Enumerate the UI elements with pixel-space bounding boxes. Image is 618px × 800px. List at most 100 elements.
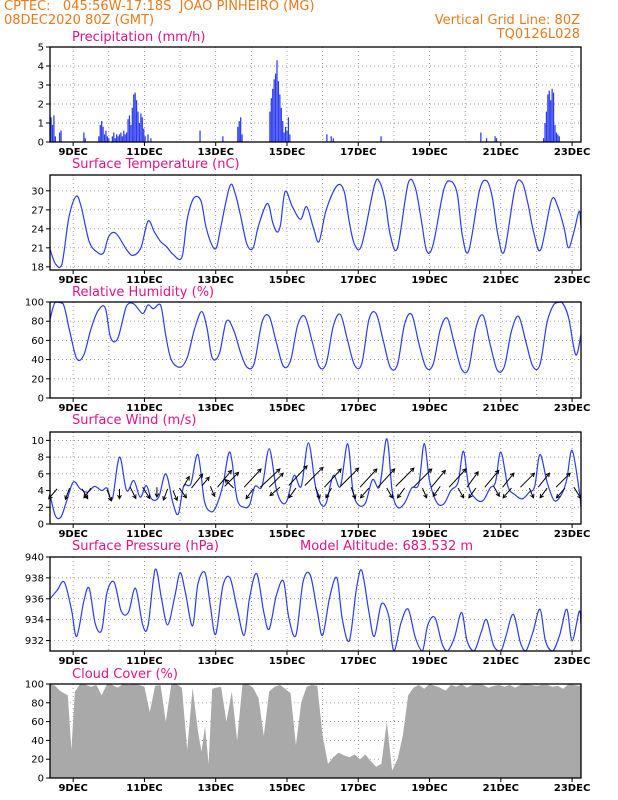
wind-arrow-head [117, 494, 122, 500]
wind-arrow [556, 487, 566, 499]
precipitation-bar [276, 60, 278, 142]
surface-wind-frame [49, 431, 582, 525]
surface-wind-xtick-label: 11DEC [126, 529, 162, 540]
cloud-cover-xtick-label: 11DEC [126, 783, 162, 794]
grid-note: Vertical Grid Line: 80Z [434, 13, 580, 28]
surface-temperature-xtick-label: 13DEC [198, 275, 234, 286]
wind-arrow-head [423, 493, 428, 499]
precipitation-xtick-label: 13DEC [198, 147, 234, 158]
precipitation-xtick-label: 15DEC [269, 147, 305, 158]
wind-arrow-head [145, 494, 151, 500]
cloud-cover-ytick-label: 40 [31, 736, 44, 747]
precipitation-bar [542, 138, 545, 142]
cloud-cover-ytick-label: 0 [38, 774, 44, 785]
cloud-cover-ytick-label: 60 [31, 717, 44, 728]
precipitation-bar [84, 138, 86, 142]
wind-arrow-head [388, 493, 393, 499]
wind-arrow-head [234, 471, 240, 477]
precipitation-bar [101, 121, 103, 142]
wind-arrow-head [325, 493, 330, 499]
precipitation-xtick-label: 11DEC [126, 147, 162, 158]
surface-wind-title: Surface Wind (m/s) [72, 413, 196, 428]
precipitation-ytick-label: 0 [38, 138, 44, 149]
relative-humidity-title: Relative Humidity (%) [72, 285, 214, 300]
wind-arrow-head [316, 494, 321, 500]
precipitation-bar [113, 132, 115, 142]
precipitation-bar [274, 73, 277, 142]
wind-arrow-head [351, 494, 357, 500]
precipitation-bar [284, 126, 287, 142]
wind-arrow-head [303, 465, 308, 470]
wind-arrow-head [530, 493, 535, 499]
precipitation-bar [270, 98, 272, 142]
wind-arrow [288, 465, 308, 486]
precipitation-xtick-label: 9DEC [58, 147, 87, 158]
surface-temperature-ytick-label: 30 [31, 186, 44, 197]
wind-arrow [359, 468, 378, 488]
precipitation-bar [550, 100, 552, 142]
relative-humidity-xtick-label: 23DEC [554, 403, 590, 414]
surface-temperature-line [49, 178, 582, 269]
wind-arrow-head [245, 494, 250, 500]
precipitation-bar [241, 134, 243, 142]
precipitation-bar [138, 123, 141, 142]
precipitation-xtick-label: 21DEC [483, 147, 519, 158]
precipitation-bar [127, 119, 129, 142]
relative-humidity-line [49, 301, 582, 374]
header-line-2: 08DEC2020 80Z (GMT) [4, 13, 155, 28]
wind-arrow-head [354, 467, 360, 473]
precipitation-bar [103, 134, 106, 142]
cloud-cover-xtick-label: 9DEC [58, 783, 87, 794]
wind-arrow-head [185, 475, 190, 481]
precipitation-bar [105, 130, 107, 142]
wind-arrow-head [530, 472, 536, 478]
wind-arrow [395, 467, 415, 487]
precipitation-title: Precipitation (mm/h) [72, 30, 205, 45]
surface-temperature-xtick-label: 21DEC [483, 275, 519, 286]
wind-arrow [448, 468, 467, 488]
wind-arrow-head [279, 472, 284, 478]
relative-humidity-frame [49, 301, 582, 399]
wind-arrow [268, 472, 284, 488]
wind-arrow [106, 489, 112, 502]
precipitation-bar [83, 132, 85, 142]
precipitation-bar [116, 134, 118, 142]
cloud-cover-xtick-label: 21DEC [483, 783, 519, 794]
precipitation-bar [54, 136, 56, 142]
surface-pressure-frame [49, 556, 582, 652]
precipitation-bar [495, 138, 498, 142]
wind-arrow [413, 468, 433, 488]
precipitation-bar [121, 136, 123, 142]
precipitation-bar [199, 130, 201, 142]
wind-arrow [224, 479, 234, 489]
surface-temperature-ytick-label: 18 [31, 262, 44, 273]
wind-arrow-head [275, 468, 281, 473]
precipitation-bar [554, 124, 556, 142]
precipitation-bar [485, 138, 488, 142]
surface-wind-ytick-label: 0 [38, 520, 44, 531]
wind-arrow-head [539, 493, 544, 499]
relative-humidity-ytick-label: 60 [31, 336, 44, 347]
relative-humidity-xtick-label: 19DEC [411, 403, 447, 414]
cloud-cover-area [50, 684, 581, 778]
precipitation-xtick-label: 19DEC [411, 147, 447, 158]
precipitation-bar [123, 130, 125, 142]
precipitation-ytick-label: 5 [38, 43, 44, 54]
precipitation-bar [289, 134, 291, 142]
surface-wind-ytick-label: 8 [38, 453, 44, 464]
precipitation-bar [544, 123, 546, 142]
surface-wind-xtick-label: 9DEC [58, 529, 87, 540]
surface-wind-ytick-label: 10 [31, 436, 44, 447]
precipitation-bar [282, 121, 284, 142]
wind-arrow-head [288, 493, 293, 499]
cloud-cover-xtick-label: 19DEC [411, 783, 447, 794]
wind-arrow-head [269, 491, 275, 497]
wind-arrow [528, 487, 534, 499]
relative-humidity-ytick-label: 80 [31, 317, 44, 328]
precipitation-bar [287, 117, 290, 142]
wind-arrow-head [107, 496, 113, 502]
wind-arrow-head [162, 496, 167, 502]
relative-humidity-ytick-label: 0 [38, 394, 44, 405]
wind-arrow-head [227, 469, 233, 475]
